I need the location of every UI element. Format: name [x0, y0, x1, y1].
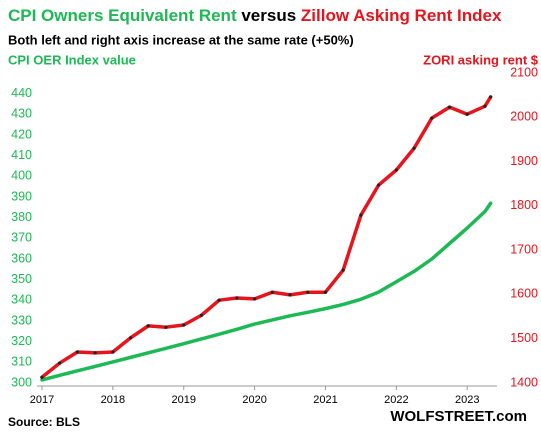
- y-tick-label: 400: [11, 169, 32, 183]
- point: [412, 146, 416, 150]
- y-tick-label: 420: [11, 127, 32, 141]
- y-tick-label: 390: [11, 189, 32, 203]
- y2-tick-label: 1600: [510, 287, 538, 301]
- y2-tick-label: 1800: [510, 198, 538, 212]
- point: [489, 95, 493, 99]
- y-tick-label: 300: [11, 375, 32, 389]
- y-tick-label: 370: [11, 231, 32, 245]
- title-part: versus: [241, 6, 296, 25]
- y2-tick-label: 2000: [510, 110, 538, 124]
- x-tick-label: 2021: [313, 394, 337, 406]
- point: [182, 323, 186, 327]
- x-tick-label: 2022: [384, 394, 408, 406]
- y-tick-label: 380: [11, 210, 32, 224]
- point: [128, 336, 133, 340]
- point: [359, 213, 363, 217]
- point: [40, 375, 44, 379]
- y-tick-label: 430: [11, 107, 32, 121]
- x-tick-label: 2020: [242, 394, 266, 406]
- point: [235, 296, 239, 300]
- y2-tick-label: 1500: [510, 331, 538, 345]
- y-tick-label: 320: [11, 334, 32, 348]
- subtitle: Both left and right axis increase at the…: [8, 32, 354, 47]
- point: [430, 116, 434, 120]
- point: [306, 290, 310, 294]
- series-line: [40, 201, 493, 382]
- series-line: [40, 95, 493, 379]
- y-tick-label: 440: [11, 86, 32, 100]
- point: [288, 293, 292, 297]
- point: [341, 268, 345, 272]
- title-part: Zillow Asking Rent Index: [301, 6, 502, 25]
- point: [164, 325, 168, 329]
- source: Source: BLS: [8, 415, 80, 429]
- point: [217, 298, 221, 302]
- x-tick-label: 2023: [455, 394, 479, 406]
- x-tick-label: 2018: [101, 394, 125, 406]
- x-tick-label: 2017: [30, 394, 54, 406]
- point: [447, 105, 452, 109]
- y-tick-label: 330: [11, 313, 32, 327]
- y2-tick-label: 1700: [510, 242, 538, 256]
- point: [323, 290, 328, 294]
- point: [93, 351, 97, 355]
- y2-tick-label: 1900: [510, 154, 538, 168]
- y2-tick-label: 1400: [510, 375, 538, 389]
- y-axis-label: CPI OER Index value: [8, 52, 136, 67]
- point: [58, 361, 62, 365]
- point: [394, 168, 398, 172]
- title-part: CPI Owners Equivalent Rent: [8, 6, 237, 25]
- y-tick-label: 340: [11, 293, 32, 307]
- y-tick-label: 410: [11, 148, 32, 162]
- point: [465, 112, 469, 116]
- point: [377, 183, 381, 187]
- y-tick-label: 310: [11, 355, 32, 369]
- x-tick-label: 2019: [171, 394, 195, 406]
- point: [199, 313, 204, 317]
- point: [483, 104, 487, 108]
- point: [252, 297, 257, 301]
- point: [75, 350, 80, 354]
- y2-axis-label: ZORI asking rent $: [423, 52, 539, 67]
- chart-title: CPI Owners Equivalent Rent versus Zillow…: [8, 6, 502, 25]
- point: [146, 324, 150, 328]
- y2-tick-label: 2100: [510, 65, 538, 79]
- credit: WOLFSTREET.com: [390, 408, 527, 425]
- point: [270, 290, 274, 294]
- y-tick-label: 350: [11, 272, 32, 286]
- point: [111, 350, 115, 354]
- y-tick-label: 360: [11, 251, 32, 265]
